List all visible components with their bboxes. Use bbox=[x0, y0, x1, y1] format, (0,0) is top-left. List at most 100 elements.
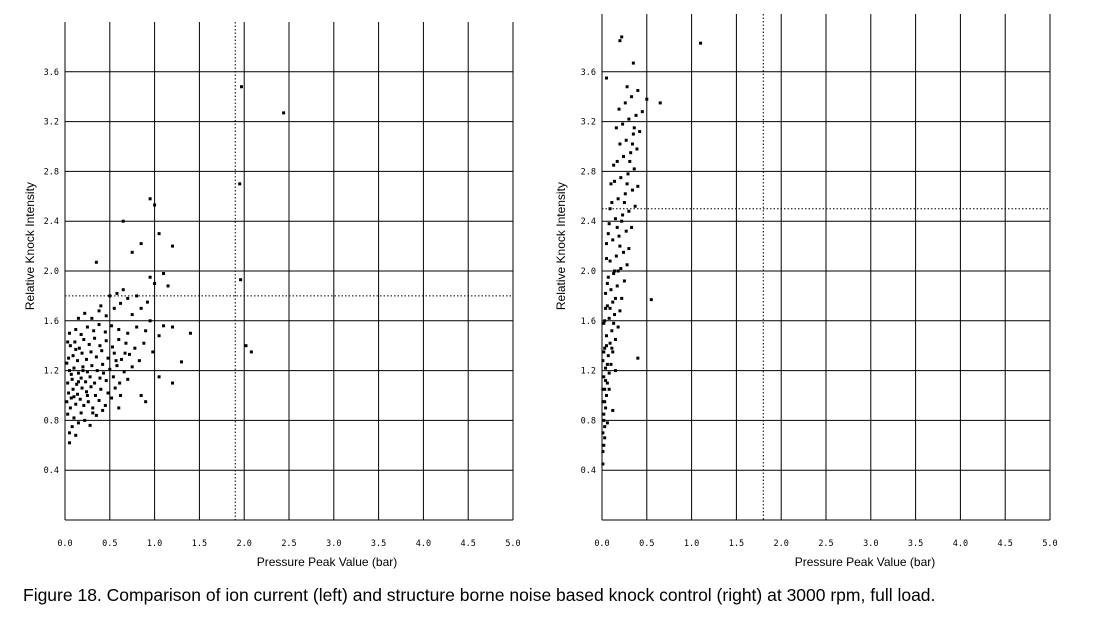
data-point bbox=[604, 367, 607, 370]
data-point bbox=[138, 359, 141, 362]
data-point bbox=[99, 388, 102, 391]
data-point bbox=[135, 326, 138, 329]
data-point bbox=[71, 425, 74, 428]
data-point bbox=[189, 332, 192, 335]
data-point bbox=[162, 324, 165, 327]
x-tick-label: 5.0 bbox=[505, 539, 520, 549]
data-point bbox=[146, 301, 149, 304]
data-point bbox=[153, 282, 156, 285]
data-point bbox=[622, 251, 625, 254]
data-point bbox=[627, 210, 630, 213]
data-point bbox=[608, 317, 611, 320]
data-point bbox=[104, 404, 107, 407]
data-point bbox=[613, 313, 616, 316]
data-point bbox=[117, 328, 120, 331]
data-point bbox=[68, 431, 71, 434]
data-point bbox=[74, 348, 77, 351]
data-point bbox=[632, 133, 635, 136]
data-point bbox=[126, 332, 129, 335]
data-point bbox=[86, 326, 89, 329]
data-point bbox=[123, 370, 126, 373]
data-point bbox=[608, 222, 611, 225]
data-point bbox=[618, 143, 621, 146]
data-point bbox=[611, 301, 614, 304]
data-point bbox=[77, 317, 80, 320]
y-tick-label: 1.6 bbox=[44, 317, 59, 327]
data-point bbox=[72, 354, 75, 357]
data-point bbox=[86, 370, 89, 373]
data-point bbox=[605, 334, 608, 337]
data-point bbox=[618, 235, 621, 238]
data-point bbox=[115, 292, 118, 295]
data-point bbox=[611, 409, 614, 412]
data-point bbox=[610, 347, 613, 350]
data-point bbox=[171, 245, 174, 248]
data-point bbox=[609, 342, 612, 345]
data-point bbox=[617, 270, 620, 273]
x-tick-label: 2.0 bbox=[237, 539, 252, 549]
x-tick-label: 4.0 bbox=[416, 539, 431, 549]
data-point bbox=[84, 380, 87, 383]
x-tick-label: 3.0 bbox=[326, 539, 341, 549]
data-point bbox=[607, 354, 610, 357]
data-point bbox=[71, 378, 74, 381]
data-point bbox=[105, 379, 108, 382]
data-point bbox=[77, 421, 80, 424]
data-point bbox=[66, 340, 69, 343]
data-point bbox=[67, 357, 70, 360]
data-point bbox=[89, 385, 92, 388]
data-point bbox=[149, 319, 152, 322]
x-tick-label: 0.5 bbox=[102, 539, 117, 549]
data-point bbox=[630, 95, 633, 98]
data-point bbox=[611, 238, 614, 241]
data-point bbox=[149, 276, 152, 279]
data-point bbox=[68, 369, 71, 372]
data-point bbox=[618, 309, 621, 312]
data-point bbox=[117, 406, 120, 409]
data-point bbox=[605, 242, 608, 245]
data-point bbox=[135, 294, 138, 297]
figure-caption: Figure 18. Comparison of ion current (le… bbox=[23, 585, 1083, 606]
y-axis-label: Relative Knock Intensity bbox=[554, 182, 568, 310]
data-point bbox=[239, 278, 242, 281]
data-point bbox=[613, 180, 616, 183]
data-point bbox=[634, 205, 637, 208]
y-tick-label: 3.6 bbox=[44, 68, 59, 78]
data-point bbox=[620, 220, 623, 223]
data-point bbox=[74, 328, 77, 331]
data-point bbox=[614, 217, 617, 220]
data-point bbox=[635, 114, 638, 117]
data-point bbox=[606, 421, 609, 424]
data-point bbox=[66, 382, 69, 385]
data-point bbox=[81, 369, 84, 372]
data-point bbox=[78, 347, 81, 350]
data-point bbox=[117, 338, 120, 341]
data-point bbox=[602, 413, 605, 416]
data-point bbox=[601, 431, 604, 434]
data-point bbox=[79, 398, 82, 401]
data-point bbox=[609, 288, 612, 291]
data-point bbox=[94, 394, 97, 397]
data-point bbox=[76, 359, 79, 362]
data-point bbox=[633, 126, 636, 129]
data-point bbox=[602, 444, 605, 447]
x-tick-label: 2.5 bbox=[818, 539, 833, 549]
data-point bbox=[96, 369, 99, 372]
data-point bbox=[90, 364, 93, 367]
data-point bbox=[111, 345, 114, 348]
data-point bbox=[608, 388, 611, 391]
y-tick-label: 0.4 bbox=[581, 466, 596, 476]
data-point bbox=[621, 123, 624, 126]
data-point bbox=[124, 342, 127, 345]
data-point bbox=[620, 297, 623, 300]
data-point bbox=[626, 85, 629, 88]
data-point bbox=[89, 424, 92, 427]
data-point bbox=[604, 292, 607, 295]
y-tick-label: 1.6 bbox=[581, 317, 596, 327]
x-tick-label: 1.5 bbox=[729, 539, 744, 549]
data-point bbox=[98, 323, 101, 326]
y-tick-label: 2.4 bbox=[44, 217, 59, 227]
data-point bbox=[98, 377, 101, 380]
data-point bbox=[144, 400, 147, 403]
data-point bbox=[603, 400, 606, 403]
